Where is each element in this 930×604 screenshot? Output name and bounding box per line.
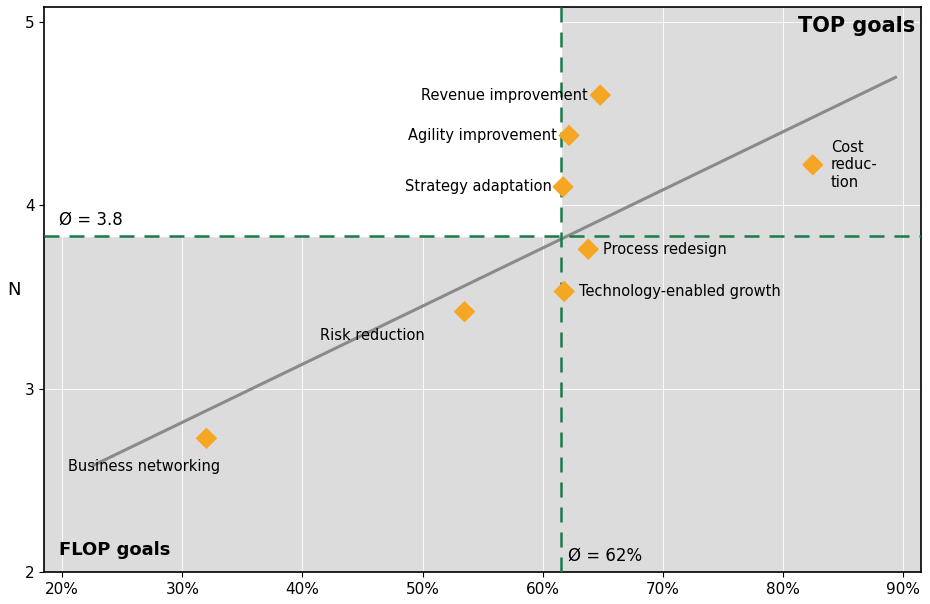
Text: Revenue improvement: Revenue improvement: [421, 88, 589, 103]
Point: [458, 307, 472, 316]
Text: Cost
reduc-
tion: Cost reduc- tion: [830, 140, 878, 190]
Text: FLOP goals: FLOP goals: [59, 541, 170, 559]
Text: Agility improvement: Agility improvement: [408, 128, 557, 143]
Point: [199, 434, 214, 443]
Text: Strategy adaptation: Strategy adaptation: [405, 179, 552, 194]
Text: Business networking: Business networking: [68, 460, 220, 474]
Point: [805, 160, 820, 170]
Y-axis label: N: N: [7, 281, 20, 298]
Point: [581, 245, 596, 254]
Text: Ø = 62%: Ø = 62%: [568, 547, 642, 565]
Point: [562, 130, 577, 140]
Text: TOP goals: TOP goals: [798, 16, 915, 36]
Bar: [45, 7, 561, 236]
Point: [557, 287, 572, 297]
Point: [592, 90, 607, 100]
Text: Technology-enabled growth: Technology-enabled growth: [578, 284, 780, 299]
Text: Risk reduction: Risk reduction: [321, 328, 425, 343]
Text: Process redesign: Process redesign: [603, 242, 726, 257]
Text: Ø = 3.8: Ø = 3.8: [59, 211, 123, 229]
Point: [555, 182, 570, 191]
